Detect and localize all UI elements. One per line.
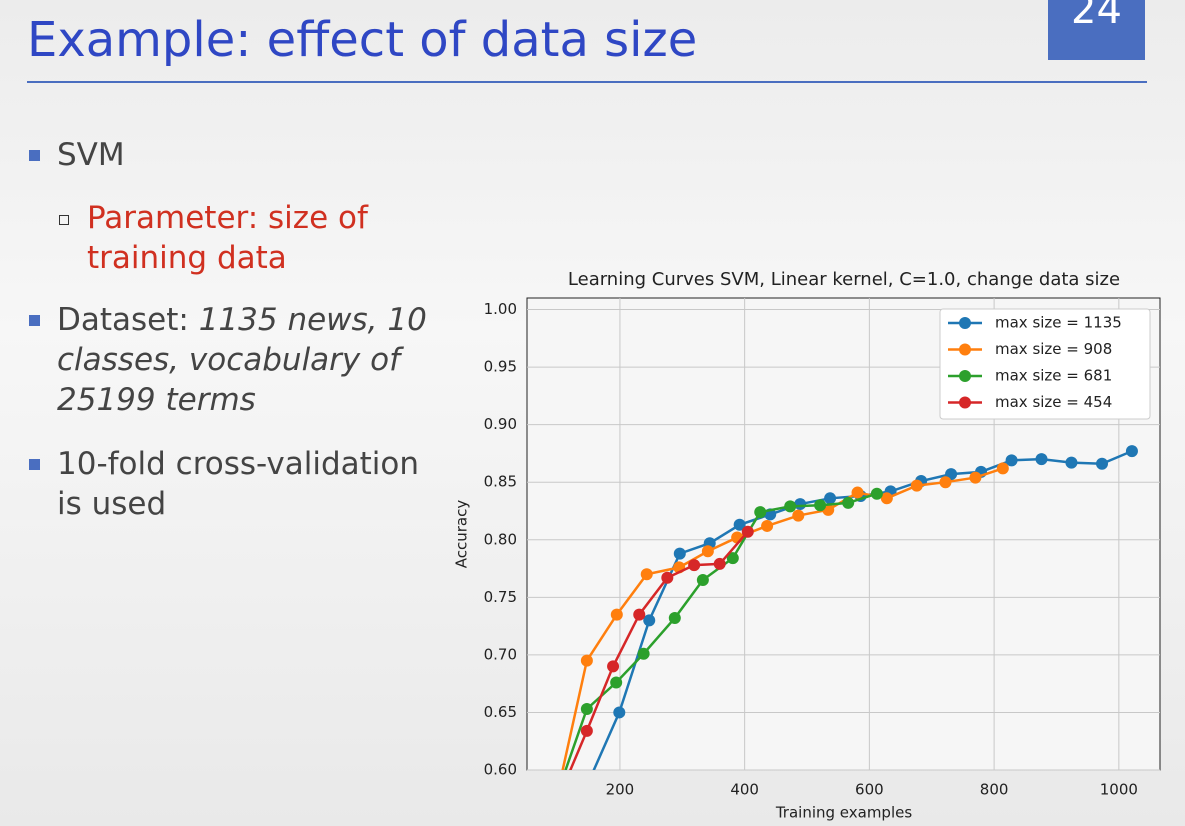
legend-label: max size = 681 [995, 367, 1112, 385]
marker [610, 608, 623, 621]
page-number: 24 [1048, 0, 1145, 60]
y-tick-label: 0.60 [484, 761, 517, 779]
marker [633, 608, 646, 621]
marker [842, 496, 855, 509]
series-line [561, 467, 1004, 770]
x-tick-label: 200 [606, 781, 635, 799]
marker [580, 724, 593, 737]
marker [741, 525, 754, 538]
marker [794, 498, 807, 511]
marker [555, 787, 567, 799]
marker [1065, 456, 1078, 469]
legend-label: max size = 1135 [995, 314, 1122, 332]
marker [792, 509, 805, 522]
marker [1125, 445, 1138, 458]
x-axis-label: Training examples [775, 804, 913, 822]
marker [910, 479, 923, 492]
marker [552, 787, 564, 799]
x-tick-label: 800 [980, 781, 1009, 799]
marker [640, 568, 653, 581]
marker [754, 506, 767, 519]
marker [969, 471, 982, 484]
legend-marker [959, 396, 971, 409]
legend-label: max size = 908 [995, 340, 1112, 358]
marker [814, 499, 827, 512]
x-tick-label: 1000 [1100, 781, 1138, 799]
marker [583, 776, 595, 788]
marker [761, 519, 774, 532]
legend-label: max size = 454 [995, 393, 1112, 411]
marker [733, 518, 746, 531]
bullet-text: Dataset: [57, 302, 199, 338]
y-tick-label: 0.85 [484, 473, 517, 491]
x-tick-label: 600 [855, 781, 884, 799]
marker [824, 492, 837, 505]
marker [637, 647, 650, 660]
marker [580, 702, 593, 715]
bullet: Dataset: 1135 news, 10 classes, vocabula… [29, 300, 447, 420]
marker [673, 547, 686, 560]
y-tick-label: 0.90 [484, 415, 517, 433]
marker [870, 487, 883, 500]
chart-title: Learning Curves SVM, Linear kernel, C=1.… [568, 269, 1120, 290]
marker [1035, 453, 1048, 466]
marker [880, 492, 893, 505]
y-tick-label: 0.95 [484, 358, 517, 376]
sub-bullet: Parameter: size of training data [59, 198, 417, 278]
marker [1005, 454, 1018, 467]
marker [643, 614, 656, 627]
marker [726, 552, 739, 565]
legend-box [939, 308, 1151, 420]
marker [607, 660, 620, 673]
legend-marker [959, 370, 971, 382]
marker [996, 462, 1009, 475]
bullet: 10-fold cross-validation is used [29, 444, 447, 524]
marker [713, 557, 726, 570]
marker [696, 574, 709, 587]
marker [851, 486, 864, 499]
legend-marker [959, 343, 971, 356]
marker [552, 787, 564, 799]
marker [668, 612, 681, 625]
y-tick-label: 0.65 [484, 703, 517, 721]
title-rule [27, 81, 1147, 83]
y-tick-label: 0.75 [484, 588, 517, 606]
y-tick-label: 0.70 [484, 645, 517, 663]
marker [580, 654, 593, 667]
x-tick-label: 400 [730, 781, 759, 799]
marker [613, 706, 626, 719]
y-axis-label: Accuracy [453, 500, 471, 569]
legend-marker [959, 317, 971, 329]
marker [661, 571, 674, 584]
slide-title: Example: effect of data size [27, 12, 698, 68]
marker [939, 476, 952, 489]
y-tick-label: 1.00 [484, 300, 517, 318]
marker [784, 500, 797, 513]
bullet: SVM [29, 135, 447, 175]
y-tick-label: 0.80 [484, 530, 517, 548]
marker [610, 676, 623, 689]
marker [701, 545, 714, 558]
bullet-italic: 1135 news, 10 classes, vocabulary of 251… [57, 302, 427, 418]
marker [1096, 457, 1109, 470]
marker [688, 559, 701, 572]
